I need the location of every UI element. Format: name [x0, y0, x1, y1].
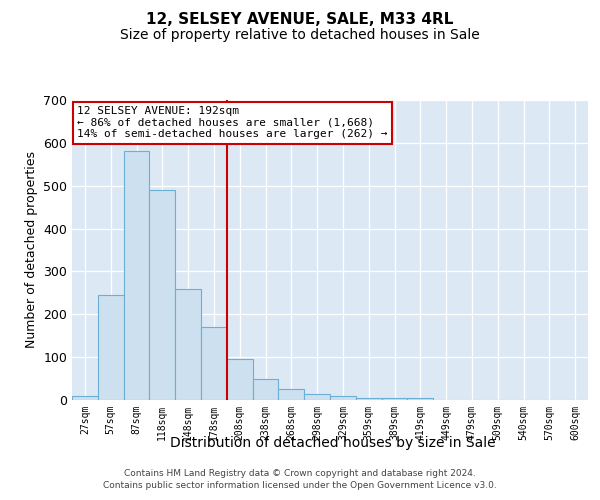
Bar — [72, 396, 98, 400]
Bar — [149, 190, 175, 400]
Text: Size of property relative to detached houses in Sale: Size of property relative to detached ho… — [120, 28, 480, 42]
Text: 12 SELSEY AVENUE: 192sqm
← 86% of detached houses are smaller (1,668)
14% of sem: 12 SELSEY AVENUE: 192sqm ← 86% of detach… — [77, 106, 388, 139]
Bar — [356, 398, 382, 400]
Bar — [175, 288, 201, 400]
Text: 12, SELSEY AVENUE, SALE, M33 4RL: 12, SELSEY AVENUE, SALE, M33 4RL — [146, 12, 454, 28]
Text: Distribution of detached houses by size in Sale: Distribution of detached houses by size … — [170, 436, 496, 450]
Bar — [382, 398, 407, 400]
Bar — [227, 360, 253, 400]
Bar — [98, 295, 124, 400]
Bar — [407, 398, 433, 400]
Bar — [278, 390, 304, 400]
Bar — [330, 396, 356, 400]
Bar — [304, 394, 330, 400]
Text: Contains HM Land Registry data © Crown copyright and database right 2024.: Contains HM Land Registry data © Crown c… — [124, 468, 476, 477]
Bar — [124, 152, 149, 400]
Text: Contains public sector information licensed under the Open Government Licence v3: Contains public sector information licen… — [103, 481, 497, 490]
Bar — [201, 327, 227, 400]
Bar — [253, 378, 278, 400]
Y-axis label: Number of detached properties: Number of detached properties — [25, 152, 38, 348]
